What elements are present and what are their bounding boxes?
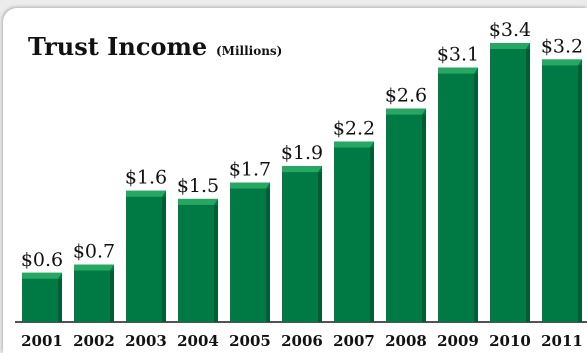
bar-2003 [126,190,166,322]
bar-side [214,204,218,322]
data-label: $3.2 [541,35,583,57]
bar-cap [282,166,322,173]
bar-side [318,172,322,322]
x-tick-label: 2003 [125,332,167,350]
data-label: $1.9 [281,142,323,164]
bar-cap [126,190,166,197]
bar-cap [178,198,218,205]
data-label: $1.7 [229,159,271,181]
bar-body [178,198,218,322]
bar-body [334,141,374,322]
x-tick-label: 2010 [489,332,531,350]
x-tick-label: 2011 [541,332,583,350]
bar-side [58,278,62,322]
x-tick-label: 2008 [385,332,427,350]
bar-body [126,190,166,322]
bar-cap [230,182,270,189]
bar-2007 [334,141,374,322]
bar-side [526,49,530,322]
bar-body [282,166,322,322]
bar-side [266,188,270,322]
chart-title: Trust Income [28,32,208,61]
x-tick-label: 2006 [281,332,323,350]
bar-2002 [74,264,114,322]
chart-card: Trust Income (Millions) $0.6 2001 $0.7 2002… [3,8,587,353]
x-tick-label: 2005 [229,332,271,350]
x-tick-label: 2009 [437,332,479,350]
bar-body [386,108,426,322]
bar-body [542,59,582,322]
data-label: $2.6 [385,85,427,107]
data-label: $1.6 [125,167,167,189]
data-label: $2.2 [333,117,375,139]
x-tick-label: 2007 [333,332,375,350]
bar-cap [386,108,426,115]
bar-2005 [230,182,270,322]
bar-2010 [490,43,530,322]
bar-body [490,43,530,322]
chart-subtitle: (Millions) [216,44,283,58]
bar-2008 [386,108,426,322]
bar-cap [490,43,530,49]
bar-2001 [22,272,62,322]
x-tick-label: 2002 [73,332,115,350]
data-label: $3.1 [437,44,479,66]
bar-2006 [282,166,322,322]
data-label: $0.6 [21,249,63,271]
bar-side [110,270,114,322]
bar-cap [334,141,374,148]
bar-body [22,272,62,322]
bar-cap [22,272,62,279]
bar-side [162,196,166,322]
bar-body [438,67,478,322]
bar-side [578,65,582,322]
bar-cap [542,59,582,66]
x-tick-label: 2004 [177,332,219,350]
bar-side [422,114,426,322]
bar-2009 [438,67,478,322]
bar-cap [438,67,478,74]
bar-2004 [178,198,218,322]
bar-2011 [542,59,582,322]
bar-body [74,264,114,322]
data-label: $3.4 [489,19,531,41]
bar-side [474,73,478,322]
data-label: $0.7 [73,241,115,263]
bar-side [370,147,374,322]
bar-chart: $0.6 2001 $0.7 2002 $1.6 2003 $1.5 2004 $1.7 2005… [15,19,587,350]
data-label: $1.5 [177,175,219,197]
x-tick-label: 2001 [21,332,63,350]
bar-body [230,182,270,322]
bar-cap [74,264,114,271]
